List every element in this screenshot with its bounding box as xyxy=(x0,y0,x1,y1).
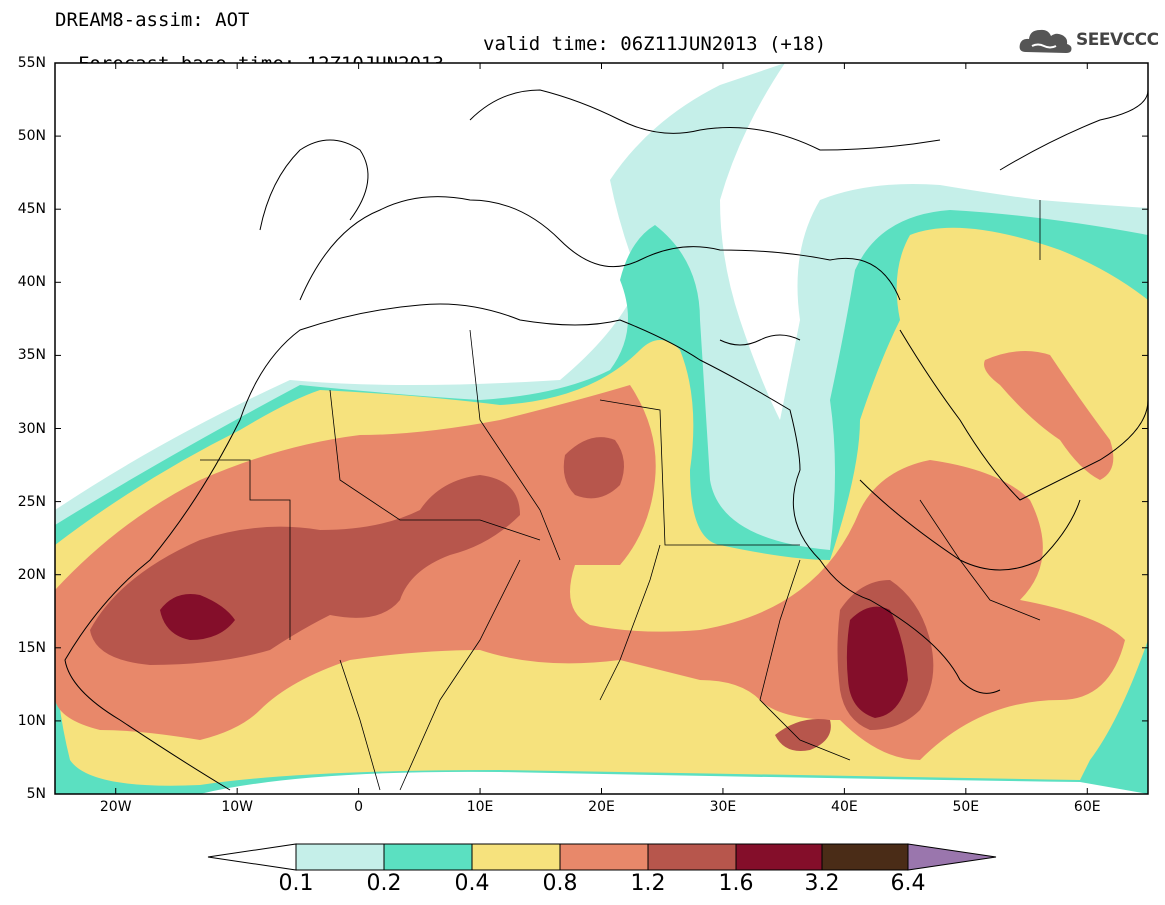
aot-band-1.2-sudan xyxy=(775,719,831,751)
colorbar-label: 0.2 xyxy=(366,871,402,896)
lon-label: 30E xyxy=(709,799,737,815)
colorbar xyxy=(207,843,997,871)
logo-text: SEEVCCC xyxy=(1076,30,1159,50)
aot-band-0.8-gulf xyxy=(984,351,1114,480)
lat-label: 25N xyxy=(17,493,46,510)
lat-label: 35N xyxy=(17,347,46,364)
colorbar-label: 1.2 xyxy=(630,871,666,896)
lat-label: 45N xyxy=(17,201,46,218)
lon-label: 20W xyxy=(99,799,132,815)
lat-label: 5N xyxy=(26,786,46,802)
colorbar-label: 1.6 xyxy=(718,871,754,896)
lon-label: 10E xyxy=(466,799,494,815)
colorbar-swatch-2 xyxy=(383,843,473,871)
lat-label: 20N xyxy=(17,566,46,583)
cloud-icon xyxy=(1019,29,1072,53)
borders xyxy=(200,200,1041,791)
axis-ticks xyxy=(55,62,1148,795)
lat-label: 15N xyxy=(17,639,46,656)
lon-label: 0 xyxy=(354,799,364,815)
colorbar-label: 3.2 xyxy=(804,871,840,896)
colorbar-label: 0.1 xyxy=(278,871,314,896)
colorbar-label: 0.8 xyxy=(542,871,578,896)
lon-label: 60E xyxy=(1073,799,1101,815)
lat-label: 40N xyxy=(17,274,46,291)
valid-time: valid time: 06Z11JUN2013 (+18) xyxy=(483,33,827,55)
colorbar-high-arrow xyxy=(907,843,997,871)
colorbar-swatch-7 xyxy=(821,843,909,871)
colorbar-label: 6.4 xyxy=(890,871,926,896)
lon-label: 50E xyxy=(952,799,980,815)
gulf-of-guinea xyxy=(200,771,1148,794)
lon-label: 10W xyxy=(221,799,253,815)
lon-label: 20E xyxy=(588,799,615,815)
colorbar-swatch-1 xyxy=(295,843,385,871)
colorbar-swatch-3 xyxy=(471,843,561,871)
lat-label: 10N xyxy=(17,712,46,729)
colorbar-swatch-6 xyxy=(735,843,823,871)
aot-fields xyxy=(55,63,1148,794)
lat-label: 55N xyxy=(17,55,46,71)
map-title: DREAM8-assim: AOT xyxy=(55,9,250,31)
seevccc-logo: SEEVCCC xyxy=(1018,22,1159,58)
aot-band-1.6-east xyxy=(846,606,908,718)
aot-band-1.6 xyxy=(160,594,235,640)
colorbar-low-arrow xyxy=(207,843,297,871)
colorbar-label: 0.4 xyxy=(454,871,490,896)
coastlines xyxy=(64,89,1148,791)
colorbar-swatch-4 xyxy=(559,843,649,871)
colorbar-swatch-5 xyxy=(647,843,737,871)
lat-label: 30N xyxy=(17,420,46,437)
lon-label: 40E xyxy=(831,799,858,815)
lat-label: 50N xyxy=(17,128,46,145)
aot-band-1.2-blob xyxy=(563,437,624,499)
